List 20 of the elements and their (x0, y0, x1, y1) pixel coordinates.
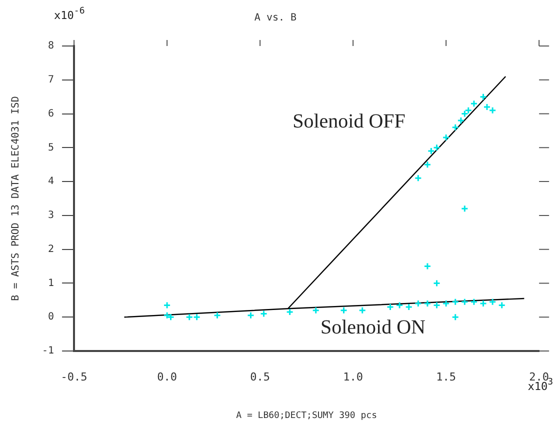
y-axis-title: B = ASTS PROD 13 DATA ELEC4031 ISD (10, 96, 22, 301)
x-tick-label: 1.5 (436, 370, 456, 384)
y-tick-label: 7 (48, 74, 54, 86)
y-tick-label: 1 (48, 278, 54, 289)
x-axis-title: A = LB60;DECT;SUMY 390 pcs (236, 410, 377, 421)
y-tick-label: 4 (48, 176, 54, 188)
y-tick-label: 3 (48, 210, 54, 222)
annotation: Solenoid ON (320, 316, 426, 338)
chart-title: A vs. B (254, 12, 297, 24)
y-tick-label: 2 (48, 244, 54, 255)
y-tick-label: 8 (48, 40, 54, 52)
x-tick-label: -0.5 (60, 370, 88, 384)
y-tick-label: -1 (42, 346, 54, 357)
y-tick-label: 5 (48, 142, 54, 154)
y-tick-label: 0 (48, 312, 54, 323)
y-tick-label: 6 (48, 108, 54, 120)
x-tick-label: 0.0 (157, 370, 177, 384)
annotation: Solenoid OFF (292, 110, 406, 132)
x-tick-label: 0.5 (250, 370, 270, 384)
x-tick-label: 1.0 (343, 370, 363, 384)
